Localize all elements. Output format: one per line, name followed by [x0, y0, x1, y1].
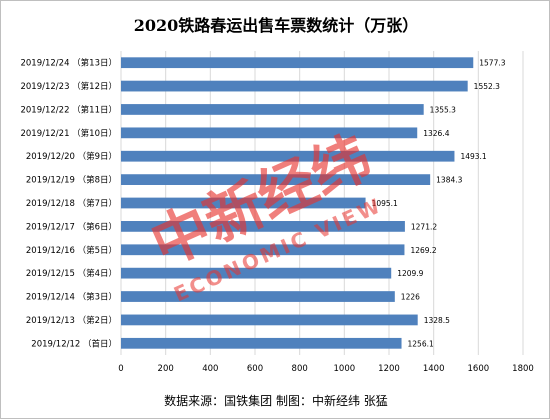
- bars: [121, 57, 474, 349]
- data-label: 1328.5: [424, 316, 450, 325]
- bar: [121, 80, 468, 92]
- x-tick-label: 1000: [334, 364, 356, 374]
- x-tick-label: 1400: [423, 364, 445, 374]
- x-tick-label: 1200: [378, 364, 400, 374]
- bar: [121, 221, 405, 232]
- category-label: 2019/12/21 （第10日）: [20, 128, 117, 139]
- data-labels: 1577.3 1552.3 1355.3 1326.4 1493.1 1384.3 1095…: [372, 59, 506, 349]
- bar: [121, 197, 366, 209]
- data-label: 1552.3: [474, 82, 500, 91]
- bar: [121, 104, 424, 115]
- data-label: 1269.2: [410, 246, 436, 255]
- category-label: 2019/12/18 （第7日）: [26, 198, 117, 209]
- data-label: 1326.4: [423, 129, 449, 138]
- bar: [121, 127, 418, 139]
- data-label: 1271.2: [411, 222, 437, 231]
- data-label: 1226: [401, 293, 420, 302]
- bar: [121, 267, 392, 279]
- data-label: 1384.3: [436, 176, 462, 185]
- bar: [121, 174, 431, 185]
- category-label: 2019/12/17 （第6日）: [26, 221, 117, 232]
- data-label: 1256.1: [408, 339, 434, 348]
- watermark-logo: 中新经纬 ECONOMIC VIEW: [141, 122, 386, 306]
- data-label: 1355.3: [430, 105, 456, 114]
- x-tick-label: 1600: [468, 364, 490, 374]
- x-tick-label: 0: [118, 364, 123, 374]
- category-label: 2019/12/15 （第4日）: [26, 268, 117, 279]
- data-label: 1577.3: [479, 59, 505, 68]
- bar: [121, 337, 402, 349]
- category-labels: 2019/12/24 （第13日） 2019/12/23 （第12日） 2019/1…: [20, 58, 117, 350]
- bar: [121, 244, 405, 256]
- bar: [121, 150, 455, 162]
- x-tick-label: 200: [158, 364, 174, 374]
- x-axis-ticks: 0 200 400 600 800 1000 1200 1400 1600 1800: [118, 364, 534, 374]
- bar: [121, 57, 474, 69]
- category-label: 2019/12/19 （第8日）: [26, 175, 117, 186]
- source-caption: 数据来源：国铁集团 制图：中新经纬 张猛: [164, 393, 388, 408]
- category-label: 2019/12/12 （首日）: [31, 338, 117, 349]
- x-tick-label: 600: [247, 364, 263, 374]
- x-tick-label: 1800: [512, 364, 534, 374]
- category-label: 2019/12/24 （第13日）: [20, 58, 117, 69]
- bar: [121, 314, 418, 326]
- x-tick-label: 400: [202, 364, 218, 374]
- category-label: 2019/12/22 （第11日）: [20, 104, 117, 115]
- data-label: 1095.1: [372, 199, 398, 208]
- x-tick-label: 800: [292, 364, 308, 374]
- chart-title: 2020铁路春运出售车票数统计（万张）: [134, 16, 419, 35]
- category-label: 2019/12/14 （第3日）: [26, 292, 117, 303]
- category-label: 2019/12/20 （第9日）: [26, 151, 117, 162]
- bar: [121, 291, 395, 302]
- data-label: 1209.9: [397, 269, 423, 278]
- data-label: 1493.1: [460, 152, 486, 161]
- category-label: 2019/12/23 （第12日）: [20, 81, 117, 92]
- category-label: 2019/12/16 （第5日）: [26, 245, 117, 256]
- category-label: 2019/12/13 （第2日）: [26, 315, 117, 326]
